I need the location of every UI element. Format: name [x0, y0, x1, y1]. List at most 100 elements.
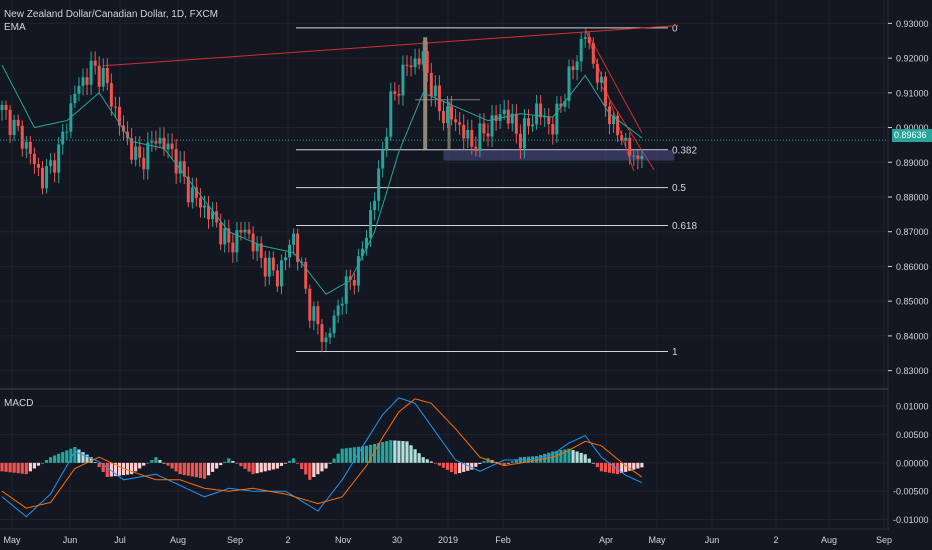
candle-body	[514, 113, 518, 134]
candle-body	[223, 228, 227, 245]
candle-body	[612, 115, 616, 125]
macd-histogram-bar	[324, 462, 328, 469]
macd-axis-label: -0.01000	[893, 515, 929, 525]
macd-histogram-bar	[506, 462, 510, 464]
candle-body	[186, 176, 190, 203]
candle-body	[134, 146, 138, 160]
macd-histogram-bar	[514, 459, 518, 463]
macd-histogram-bar	[340, 448, 344, 463]
candle-body	[243, 229, 247, 233]
time-axis-label: 2	[285, 535, 290, 545]
macd-histogram-bar	[166, 462, 170, 466]
candle-body	[211, 211, 215, 220]
candle-body	[324, 337, 328, 343]
candle-body	[109, 83, 113, 107]
candle-body	[36, 164, 40, 168]
macd-histogram-bar	[239, 462, 243, 467]
candle-body	[61, 131, 65, 145]
candle-body	[174, 149, 178, 174]
macd-histogram-bar	[575, 451, 579, 463]
candle-body	[28, 141, 32, 154]
candle-body	[57, 144, 61, 173]
macd-histogram-bar	[89, 457, 93, 463]
candle-body	[255, 243, 259, 252]
price-axis-bg	[889, 0, 932, 550]
candle-body	[450, 106, 454, 120]
candle-body	[555, 103, 559, 135]
candle-body	[170, 143, 174, 150]
macd-line	[1, 397, 643, 518]
macd-histogram-bar	[535, 456, 539, 463]
candle-body	[401, 64, 405, 96]
candle-body	[510, 113, 514, 124]
candle-body	[85, 77, 89, 85]
macd-histogram-bar	[174, 462, 178, 472]
macd-histogram-bar	[130, 462, 134, 475]
candle-body	[385, 136, 389, 151]
macd-histogram-bar	[138, 462, 142, 469]
last-price-badge: 0.89636	[892, 129, 932, 142]
fib-level-label: 0.382	[672, 145, 697, 156]
macd-histogram-bar	[40, 462, 45, 464]
candle-body	[559, 103, 563, 107]
candle-body	[316, 306, 320, 325]
candle-body	[522, 118, 526, 149]
candle-body	[296, 233, 300, 262]
macd-histogram-bar	[328, 462, 332, 464]
candle-body	[628, 137, 632, 156]
candle-body	[304, 261, 308, 289]
candle-body	[567, 66, 571, 102]
candle-body	[247, 229, 251, 234]
macd-histogram-bar	[587, 458, 591, 463]
candle-body	[158, 137, 162, 144]
candle-body	[271, 257, 275, 271]
time-axis-bg	[0, 530, 889, 550]
macd-histogram-bar	[397, 440, 401, 463]
macd-histogram-bar	[539, 454, 543, 463]
candle-body	[4, 104, 8, 110]
candle-body	[267, 257, 271, 277]
macd-histogram-bar	[393, 440, 397, 463]
candle-body	[482, 123, 486, 134]
candle-body	[336, 305, 340, 316]
macd-histogram-bar	[279, 462, 284, 466]
candle-body	[279, 260, 283, 287]
macd-histogram-bar	[296, 462, 300, 464]
macd-histogram-bar	[640, 462, 644, 468]
macd-histogram-bar	[69, 448, 73, 463]
candle-body	[360, 248, 364, 257]
time-axis-label: 2	[773, 535, 778, 545]
candle-body	[458, 122, 462, 125]
macd-histogram-bar	[202, 462, 207, 479]
candle-body	[8, 109, 12, 135]
macd-histogram-bar	[433, 462, 437, 464]
candle-body	[182, 161, 186, 177]
time-axis-label: Feb	[495, 535, 511, 545]
candle-body	[113, 106, 117, 108]
candle-body	[433, 85, 437, 97]
price-axis-label: 0.91000	[896, 88, 929, 98]
macd-histogram-bar	[97, 462, 101, 468]
macd-histogram-bar	[275, 462, 279, 469]
time-axis-label: Aug	[821, 535, 837, 545]
macd-histogram-bar	[44, 460, 49, 463]
candle-body	[146, 142, 150, 170]
candle-body	[178, 161, 182, 174]
time-axis-label: 30	[392, 535, 402, 545]
macd-histogram-bar	[320, 462, 324, 472]
macd-histogram-bar	[466, 462, 470, 471]
macd-histogram-bar	[170, 462, 174, 469]
time-axis-label: 2019	[438, 535, 458, 545]
macd-histogram-bar	[186, 462, 190, 476]
price-axis-label: 0.87000	[896, 227, 929, 237]
macd-histogram-bar	[385, 441, 389, 463]
time-axis-label: Aug	[170, 535, 186, 545]
macd-histogram-bar	[158, 460, 162, 463]
macd-histogram-bar	[4, 462, 8, 472]
time-axis-label: Jun	[705, 535, 720, 545]
candle-body	[81, 77, 85, 86]
macd-histogram-bar	[336, 453, 340, 463]
macd-histogram-bar	[583, 454, 587, 463]
